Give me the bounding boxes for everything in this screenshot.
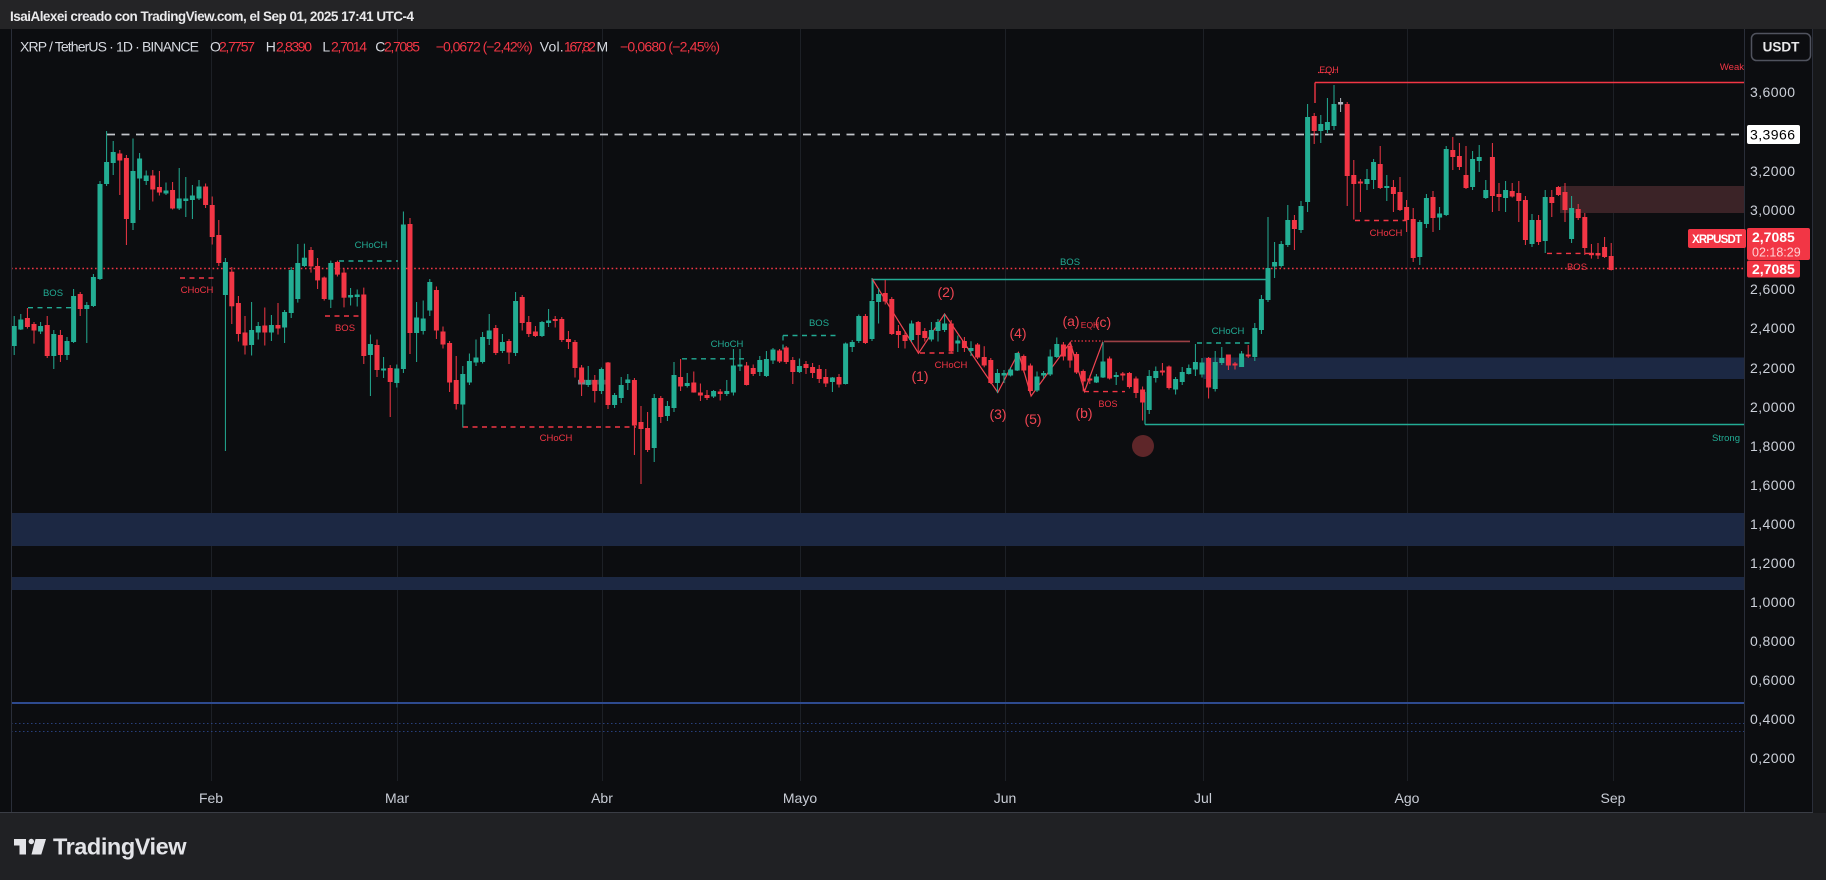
svg-text:Ago: Ago bbox=[1395, 790, 1420, 806]
svg-text:1,8000: 1,8000 bbox=[1750, 438, 1795, 454]
svg-text:3,3966: 3,3966 bbox=[1750, 127, 1795, 143]
svg-text:Mar: Mar bbox=[385, 790, 409, 806]
svg-text:(3): (3) bbox=[989, 406, 1006, 422]
svg-text:L: L bbox=[322, 39, 330, 55]
svg-text:C: C bbox=[375, 39, 385, 55]
svg-text:TradingView: TradingView bbox=[53, 834, 187, 860]
svg-text:Strong: Strong bbox=[1712, 433, 1740, 444]
svg-text:BOS: BOS bbox=[335, 323, 355, 334]
svg-text:USDT: USDT bbox=[1763, 40, 1801, 55]
svg-text:Abr: Abr bbox=[591, 790, 613, 806]
svg-text:Jun: Jun bbox=[994, 790, 1017, 806]
svg-text:XRPUSDT: XRPUSDT bbox=[1692, 234, 1742, 246]
svg-text:0,4000: 0,4000 bbox=[1750, 711, 1795, 727]
svg-text:CHoCH: CHoCH bbox=[1212, 326, 1245, 337]
svg-text:3,6000: 3,6000 bbox=[1750, 84, 1795, 100]
svg-text:(1): (1) bbox=[911, 368, 928, 384]
svg-text:Weak: Weak bbox=[1720, 62, 1744, 73]
svg-text:02:18:29: 02:18:29 bbox=[1752, 246, 1801, 260]
svg-text:3,2000: 3,2000 bbox=[1750, 163, 1795, 179]
svg-text:1,0000: 1,0000 bbox=[1750, 594, 1795, 610]
svg-text:2,0000: 2,0000 bbox=[1750, 399, 1795, 415]
svg-text:XRP / TetherUS · 1D · BINANCE: XRP / TetherUS · 1D · BINANCE bbox=[20, 39, 199, 55]
svg-text:3,0000: 3,0000 bbox=[1750, 202, 1795, 218]
svg-text:EQH: EQH bbox=[1081, 320, 1099, 330]
svg-text:1,6000: 1,6000 bbox=[1750, 477, 1795, 493]
svg-text:2,2000: 2,2000 bbox=[1750, 360, 1795, 376]
svg-text:2,7085: 2,7085 bbox=[384, 39, 420, 55]
svg-text:BOS: BOS bbox=[809, 318, 829, 329]
svg-text:Sep: Sep bbox=[1601, 790, 1626, 806]
svg-text:(a): (a) bbox=[1062, 313, 1079, 329]
svg-text:(4): (4) bbox=[1009, 325, 1026, 341]
svg-text:0,8000: 0,8000 bbox=[1750, 633, 1795, 649]
svg-text:(5): (5) bbox=[1024, 411, 1041, 427]
svg-text:2,8390: 2,8390 bbox=[276, 39, 312, 55]
svg-text:0,6000: 0,6000 bbox=[1750, 672, 1795, 688]
svg-text:167,82: 167,82 bbox=[564, 39, 596, 55]
svg-text:BOS: BOS bbox=[43, 288, 63, 299]
svg-text:(c): (c) bbox=[1095, 314, 1111, 330]
svg-text:0,2000: 0,2000 bbox=[1750, 750, 1795, 766]
svg-text:2,7085: 2,7085 bbox=[1752, 229, 1795, 245]
svg-text:BOS: BOS bbox=[1060, 257, 1080, 268]
svg-text:2,7085: 2,7085 bbox=[1752, 261, 1795, 277]
svg-text:BOS: BOS bbox=[1567, 262, 1587, 273]
svg-text:2,4000: 2,4000 bbox=[1750, 320, 1795, 336]
svg-text:Feb: Feb bbox=[199, 790, 223, 806]
svg-text:CHoCH: CHoCH bbox=[181, 285, 214, 296]
svg-text:O: O bbox=[210, 39, 221, 55]
svg-text:(2): (2) bbox=[937, 284, 954, 300]
svg-text:H: H bbox=[266, 39, 276, 55]
svg-text:1,2000: 1,2000 bbox=[1750, 555, 1795, 571]
svg-text:−0,0672 (−2,42%): −0,0672 (−2,42%) bbox=[436, 39, 533, 55]
svg-text:(b): (b) bbox=[1075, 405, 1092, 421]
svg-text:2,7757: 2,7757 bbox=[219, 39, 255, 55]
svg-text:1,4000: 1,4000 bbox=[1750, 516, 1795, 532]
svg-text:2,7014: 2,7014 bbox=[331, 39, 367, 55]
svg-text:Vol.: Vol. bbox=[540, 39, 564, 55]
svg-text:EQH: EQH bbox=[1319, 65, 1339, 75]
svg-text:CHoCH: CHoCH bbox=[935, 360, 968, 371]
svg-text:CHoCH: CHoCH bbox=[355, 240, 388, 251]
svg-text:IsaiAlexei creado con TradingV: IsaiAlexei creado con TradingView.com, e… bbox=[10, 9, 414, 24]
svg-text:CHoCH: CHoCH bbox=[711, 339, 744, 350]
svg-text:M: M bbox=[597, 39, 609, 55]
svg-text:CHoCH: CHoCH bbox=[540, 433, 573, 444]
svg-text:Mayo: Mayo bbox=[783, 790, 817, 806]
svg-text:2,6000: 2,6000 bbox=[1750, 281, 1795, 297]
svg-text:−0,0680 (−2,45%): −0,0680 (−2,45%) bbox=[620, 39, 720, 55]
svg-text:BOS: BOS bbox=[1098, 399, 1117, 409]
svg-text:Jul: Jul bbox=[1194, 790, 1212, 806]
svg-text:CHoCH: CHoCH bbox=[1370, 228, 1403, 239]
